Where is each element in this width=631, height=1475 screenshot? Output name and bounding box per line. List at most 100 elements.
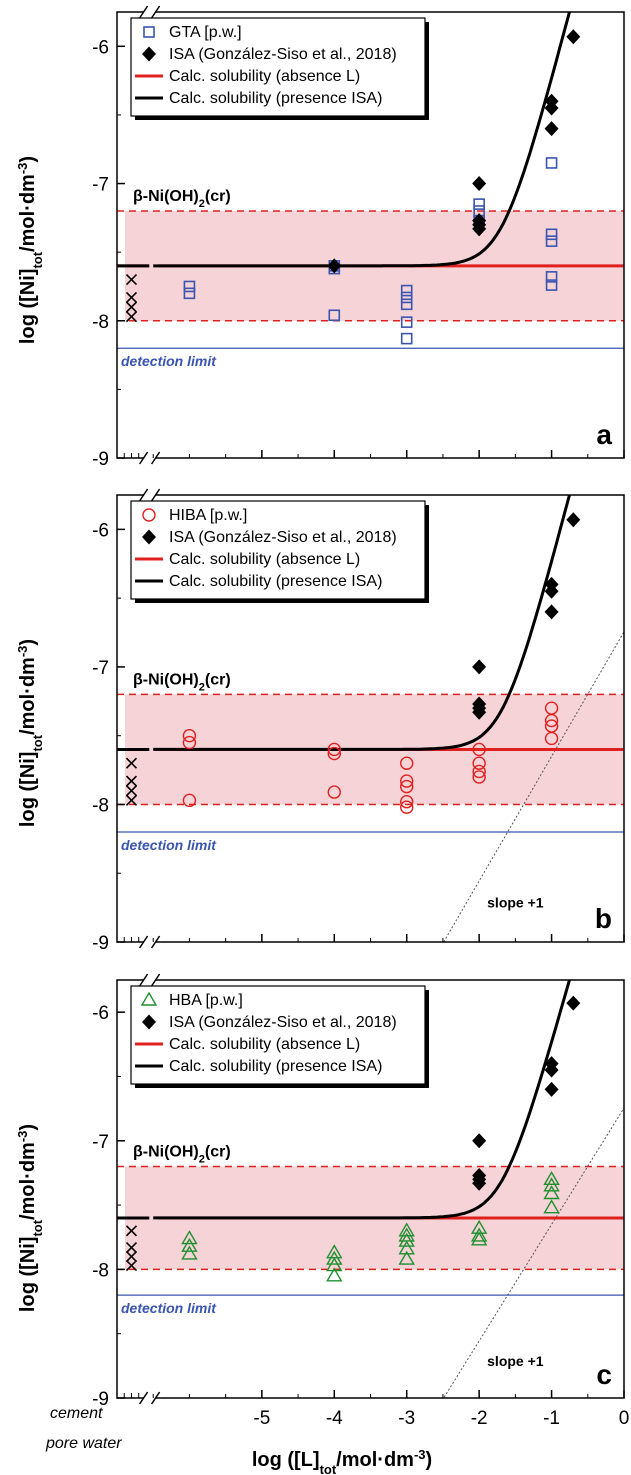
- data-point: [472, 221, 487, 237]
- data-point: [326, 1257, 343, 1272]
- data-point: [400, 332, 413, 345]
- axis-break-mark: [138, 488, 161, 502]
- phase-label-part: 2: [199, 681, 205, 693]
- data-point: [472, 764, 486, 779]
- y-tick-label: -6: [92, 37, 109, 58]
- legend-box: [130, 17, 426, 117]
- data-point: [472, 1133, 487, 1149]
- y-tick-label: -6: [92, 520, 109, 541]
- data-point: [544, 604, 559, 620]
- data-point: [543, 1177, 560, 1192]
- y-tick-label: -9: [92, 933, 109, 954]
- y-tick-label: -8: [92, 795, 109, 816]
- data-point: [400, 756, 414, 770]
- cement-label: cement: [50, 1405, 103, 1422]
- data-point: [125, 757, 138, 769]
- series: [181, 1170, 560, 1282]
- data-point: [327, 258, 342, 274]
- plot-area: [117, 12, 624, 349]
- data-point: [125, 301, 138, 313]
- axis-break-gap: [143, 974, 156, 986]
- axis-break-mark: [138, 5, 161, 19]
- phase-label-part: 2: [199, 198, 205, 210]
- data-point: [328, 309, 341, 322]
- y-axis-title: log ([Ni]tot/mol·dm-3): [15, 1124, 45, 1312]
- x-tick-label: -1: [543, 1408, 560, 1429]
- series: [327, 29, 581, 274]
- phase-label: β-Ni(OH)2(cr): [133, 188, 231, 210]
- legend: GTA [p.w.] ISA (González-Siso et al., 201…: [130, 17, 429, 120]
- legend-entry: Calc. solubility (presence ISA): [169, 1058, 382, 1075]
- solubility-isa-curve: [153, 980, 572, 1220]
- data-point: [398, 1232, 415, 1247]
- panel-label: c: [596, 1359, 612, 1390]
- data-point: [142, 1014, 156, 1030]
- data-point: [125, 775, 138, 787]
- plot-area: [117, 495, 624, 942]
- y-tick-label: -8: [92, 312, 109, 333]
- solubility-isa-curve: [153, 12, 572, 268]
- data-point: [472, 770, 486, 784]
- legend-entry: Calc. solubility (absence L): [169, 68, 360, 85]
- phase-label-part: β-Ni(OH): [133, 188, 199, 205]
- data-point: [544, 731, 559, 746]
- legend-entry: Calc. solubility (presence ISA): [169, 90, 382, 107]
- y-tick-label: -8: [92, 1260, 109, 1281]
- data-point: [142, 529, 156, 545]
- y-tick-label: -7: [92, 175, 109, 196]
- data-point: [125, 1225, 138, 1237]
- data-point: [566, 512, 581, 528]
- data-point: [400, 298, 413, 311]
- data-point: [400, 779, 414, 794]
- phase-label: β-Ni(OH)2(cr): [133, 671, 231, 693]
- legend-entry: ISA (González-Siso et al., 2018): [169, 46, 397, 63]
- legend: HIBA [p.w.] ISA (González-Siso et al., 20…: [130, 500, 429, 603]
- data-point: [544, 713, 559, 728]
- data-point: [327, 746, 341, 761]
- plot-area: [117, 980, 624, 1398]
- data-point: [326, 1267, 343, 1282]
- phase-label-part: (cr): [205, 188, 231, 205]
- data-point: [125, 1250, 138, 1263]
- y-tick-label: -9: [92, 449, 109, 470]
- data-point: [545, 235, 558, 247]
- x-tick-label: -2: [471, 1408, 488, 1429]
- axis-break-mark: [138, 935, 161, 949]
- series: [472, 995, 581, 1191]
- data-point: [183, 287, 196, 300]
- data-point: [125, 785, 138, 797]
- data-point: [125, 794, 138, 806]
- data-point: [400, 795, 414, 809]
- detection-limit-label: detection limit: [121, 353, 217, 369]
- axis-break-mark: [138, 973, 161, 987]
- data-point: [143, 26, 155, 38]
- x-tick-label: 0: [619, 1408, 630, 1429]
- axis-break-mark: [138, 1391, 161, 1405]
- slope-line: [443, 1107, 624, 1398]
- data-point: [544, 583, 559, 599]
- data-point: [472, 756, 486, 770]
- legend-entry: ISA (González-Siso et al., 2018): [169, 1014, 397, 1031]
- data-point: [327, 742, 341, 757]
- legend-entry: HIBA [p.w.]: [169, 507, 247, 524]
- slope-label: slope +1: [487, 1353, 544, 1369]
- legend-box: [130, 500, 426, 600]
- data-point: [183, 280, 196, 293]
- solubility-isa-curve: [153, 495, 572, 751]
- y-tick-label: -6: [92, 1003, 109, 1024]
- x-tick-label: -5: [253, 1408, 270, 1429]
- data-point: [545, 271, 558, 283]
- panel-label: a: [596, 419, 612, 450]
- panel-c: log ([Ni]tot/mol·dm-3) -6 -7 -8 -9 -5 -4 -3 -2 -…: [15, 973, 630, 1429]
- data-point: [472, 704, 487, 720]
- y-axis-title: log ([Ni]tot/mol·dm-3): [15, 156, 45, 344]
- legend-entry: Calc. solubility (presence ISA): [169, 573, 382, 590]
- series: [125, 1225, 138, 1272]
- data-point: [544, 121, 559, 137]
- series: [125, 274, 138, 323]
- data-point: [543, 1199, 560, 1214]
- axis-break-gap: [143, 6, 156, 18]
- data-point: [400, 291, 413, 304]
- legend-entry: ISA (González-Siso et al., 2018): [169, 529, 397, 546]
